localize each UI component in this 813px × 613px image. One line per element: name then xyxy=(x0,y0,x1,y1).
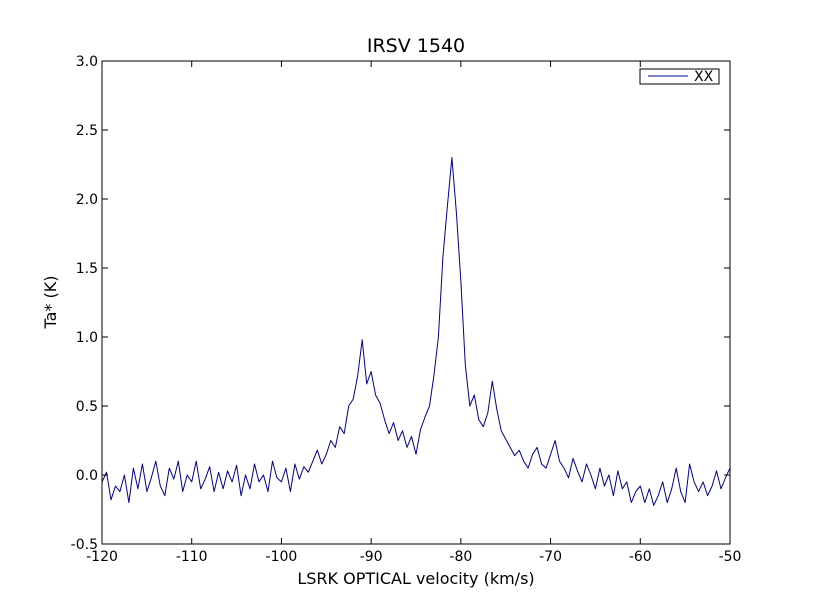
x-tick-label: -120 xyxy=(86,549,118,565)
chart-title: IRSV 1540 xyxy=(367,35,465,57)
legend: XX xyxy=(639,68,720,85)
y-tick-label: 0.0 xyxy=(76,468,98,484)
y-axis-label: Ta* (K) xyxy=(41,276,60,330)
y-tick-label: 0.5 xyxy=(76,399,98,415)
y-tick-label: 2.0 xyxy=(76,192,98,208)
x-tick-label: -90 xyxy=(360,549,383,565)
y-tick-label: 1.5 xyxy=(76,261,98,277)
x-tick-label: -50 xyxy=(719,549,742,565)
y-tick-label: 3.0 xyxy=(76,54,98,70)
x-tick-label: -80 xyxy=(449,549,472,565)
y-tick-label: -0.5 xyxy=(71,537,98,553)
x-tick-label: -60 xyxy=(629,549,652,565)
plot-frame xyxy=(101,60,731,545)
series-line-xx xyxy=(101,157,731,506)
x-axis-label: LSRK OPTICAL velocity (km/s) xyxy=(297,569,534,588)
legend-label-xx: XX xyxy=(694,69,714,85)
y-tick-label: 2.5 xyxy=(76,123,98,139)
axes: -120 -110 -100 -90 -80 -70 -60 -50 -0.5 0.0 0.5 1.0… xyxy=(71,54,742,565)
x-tick-label: -110 xyxy=(176,549,208,565)
y-tick-label: 1.0 xyxy=(76,330,98,346)
x-tick-label: -100 xyxy=(266,549,298,565)
x-tick-label: -70 xyxy=(539,549,562,565)
plot-area xyxy=(101,157,731,506)
